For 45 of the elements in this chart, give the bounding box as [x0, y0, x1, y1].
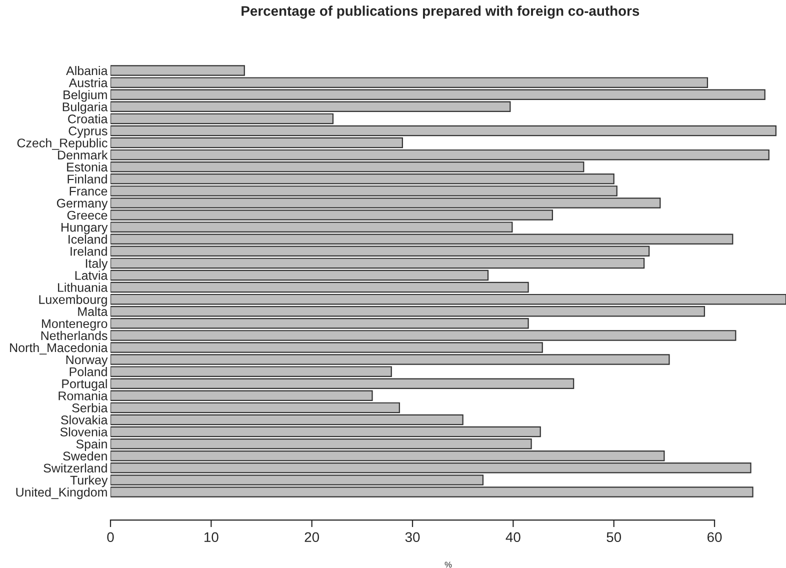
y-tick-label: Croatia — [68, 114, 108, 124]
x-tick-label: 30 — [405, 532, 420, 542]
y-tick-label: Albania — [66, 66, 108, 76]
y-tick-label: Serbia — [72, 403, 108, 412]
y-tick-label: Austria — [68, 78, 108, 88]
y-tick-label: Cyprus — [68, 126, 108, 138]
y-tick-label: Germany — [56, 198, 108, 210]
y-tick-label: Belgium — [64, 90, 107, 102]
y-tick-label: North_Macedonia — [10, 342, 108, 355]
y-tick-label: Montenegro — [42, 319, 108, 331]
y-tick-label: Poland — [70, 367, 107, 376]
y-tick-label: Malta — [78, 306, 108, 316]
y-tick-label: Czech_Republic — [17, 138, 108, 150]
y-tick-label: Slovakia — [61, 415, 108, 424]
y-tick-label: Latvia — [75, 270, 108, 280]
y-tick-label: Switzerland — [44, 463, 107, 473]
y-tick-label: Lithuania — [58, 282, 108, 292]
y-tick-label: United_Kingdom — [16, 487, 107, 500]
y-tick-label: Romania — [58, 391, 108, 400]
y-tick-label: Finland — [68, 174, 107, 184]
y-tick-label: Italy — [86, 258, 108, 270]
y-tick-label: France — [70, 186, 108, 196]
y-tick-label: Norway — [66, 355, 108, 367]
y-tick-label: Bulgaria — [62, 102, 108, 114]
x-tick-label: 0 — [107, 532, 114, 542]
y-tick-label: Netherlands — [41, 330, 108, 340]
y-tick-label: Slovenia — [60, 427, 108, 436]
x-tick-label: 40 — [506, 532, 520, 542]
y-tick-label: Denmark — [58, 150, 108, 160]
x-tick-label: 50 — [606, 532, 622, 542]
y-tick-label: Turkey — [70, 475, 108, 488]
y-tick-label: Greece — [67, 210, 108, 220]
y-tick-label: Portugal — [62, 379, 107, 391]
y-tick-label: Estonia — [67, 162, 108, 172]
x-tick-label: 20 — [304, 532, 320, 542]
chart-title: Percentage of publications prepared with foreign co-authors — [242, 6, 640, 19]
y-tick-label: Hungary — [62, 223, 108, 234]
y-tick-label: Spain — [76, 439, 107, 451]
y-tick-label: Ireland — [70, 246, 107, 256]
x-tick-label: 10 — [204, 532, 218, 542]
y-tick-label: Iceland — [68, 234, 107, 244]
y-tick-label: Sweden — [63, 451, 107, 461]
x-tick-label: 60 — [708, 532, 722, 542]
y-tick-label: Luxembourg — [39, 294, 107, 306]
x-axis-title: % — [444, 562, 452, 568]
